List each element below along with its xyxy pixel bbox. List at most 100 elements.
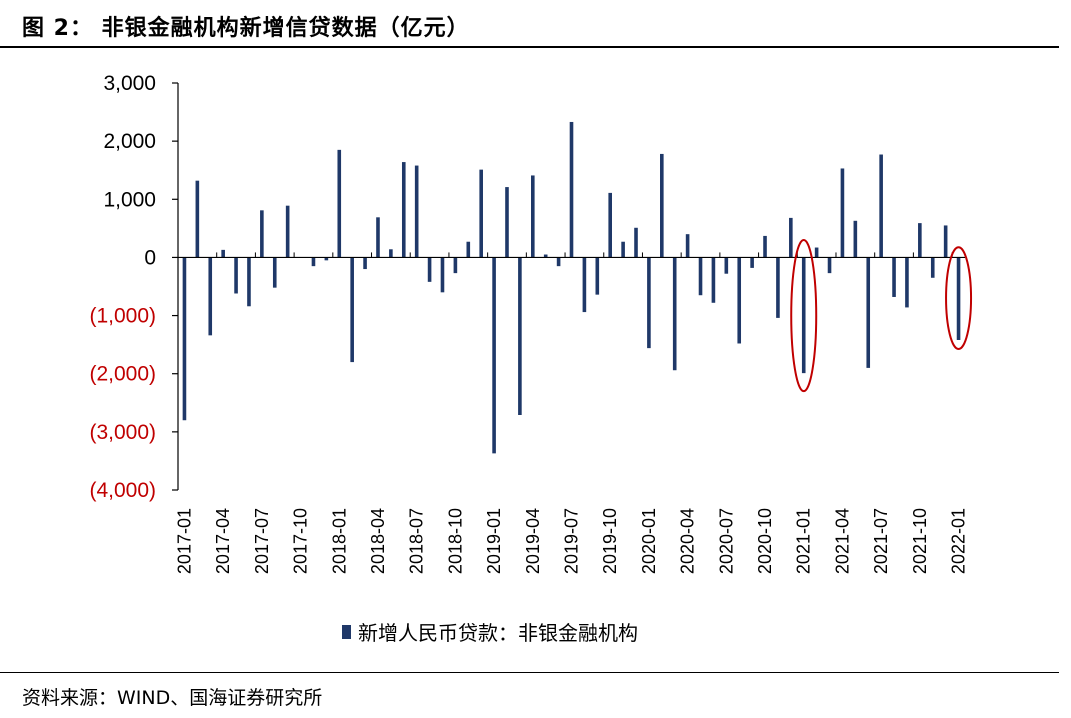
highlight-ellipse-2021-01 [790, 238, 818, 393]
bar-2021-03 [827, 257, 832, 274]
bar-2020-09 [750, 257, 754, 268]
bar-2019-06 [556, 257, 561, 267]
bar-2018-06 [401, 162, 406, 258]
bar-2018-10 [453, 257, 458, 274]
bar-2017-12 [324, 257, 329, 261]
x-tick-label: 2021-01 [794, 508, 814, 574]
bar-2019-02 [505, 187, 509, 258]
x-tick-label: 2017-10 [291, 508, 311, 574]
bar-2018-09 [440, 257, 445, 293]
bar-2021-01 [801, 257, 806, 374]
bar-2017-02 [195, 180, 200, 258]
legend-swatch [342, 625, 351, 639]
bar-2018-04 [376, 217, 380, 258]
bar-2020-05 [698, 257, 703, 296]
bar-2019-01 [492, 257, 496, 454]
highlight-ellipse-2022-01 [945, 246, 973, 351]
y-axis: 3,000 2,000 1,000 0 (1,000) (2,000) (3,000) (4,… [89, 72, 179, 502]
bar-2021-02 [814, 247, 819, 258]
bar-2018-05 [389, 249, 393, 258]
bar-2021-09 [905, 257, 909, 308]
x-tick-label: 2017-04 [213, 508, 233, 574]
bar-2018-08 [427, 257, 432, 282]
bar-2020-06 [711, 257, 716, 303]
bar-2021-05 [853, 220, 858, 258]
bar-2019-05 [543, 254, 548, 258]
source-note: 资料来源：WIND、国海证券研究所 [22, 687, 323, 709]
x-tick-label: 2018-07 [407, 508, 427, 574]
bar-2021-10 [918, 223, 922, 258]
bar-2020-04 [685, 234, 690, 258]
legend: 新增人民币贷款：非银金融机构 [342, 621, 638, 645]
bar-2020-12 [789, 217, 793, 258]
bar-2018-01 [337, 149, 342, 258]
bar-2021-07 [879, 154, 883, 258]
bar-2020-10 [763, 235, 767, 258]
bar-2021-04 [840, 168, 845, 258]
x-tick-label: 2019-10 [600, 508, 620, 574]
y-tick-label: (1,000) [89, 305, 156, 328]
x-tick-label: 2021-10 [910, 508, 930, 574]
bar-2021-11 [930, 257, 935, 278]
bar-2017-08 [272, 257, 277, 288]
bar-2020-01 [647, 257, 651, 349]
bar-2017-03 [208, 257, 213, 336]
bar-2022-01 [956, 257, 961, 340]
bar-2019-03 [518, 257, 522, 415]
bar-2020-02 [660, 153, 664, 258]
bar-2017-06 [247, 257, 251, 307]
bar-2019-08 [582, 257, 587, 313]
title-divider [0, 46, 1059, 48]
x-tick-label: 2019-01 [484, 508, 504, 574]
x-tick-label: 2021-07 [871, 508, 891, 574]
bar-2021-08 [892, 257, 896, 297]
bar-2018-07 [414, 165, 419, 258]
bar-2020-07 [724, 257, 729, 274]
bar-2020-08 [737, 257, 742, 344]
bar-2018-03 [363, 257, 367, 270]
y-tick-label: 2,000 [103, 130, 156, 153]
bar-series [182, 121, 961, 454]
y-tick-label: 0 [144, 246, 156, 269]
y-tick-label: (2,000) [89, 363, 156, 386]
bar-2019-11 [621, 241, 625, 258]
bar-2021-12 [943, 225, 948, 258]
x-axis-labels: 2017-01 2017-04 2017-07 2017-10 2018-01 2018-… [174, 508, 968, 574]
x-tick-label: 2020-04 [678, 508, 698, 574]
bar-2020-11 [776, 257, 780, 318]
x-tick-label: 2019-04 [523, 508, 543, 574]
x-tick-label: 2022-01 [949, 508, 969, 574]
bar-2019-07 [569, 121, 574, 258]
bar-2018-12 [479, 169, 483, 258]
bar-2018-11 [466, 241, 471, 258]
bar-2019-10 [608, 192, 612, 258]
x-tick-label: 2018-04 [368, 508, 388, 574]
y-tick-label: (3,000) [89, 421, 156, 444]
x-tick-label: 2017-01 [174, 508, 194, 574]
y-tick-label: 3,000 [103, 72, 156, 95]
bar-2017-07 [260, 210, 264, 258]
bar-2017-11 [311, 257, 316, 267]
x-tick-label: 2020-07 [716, 508, 736, 574]
x-tick-label: 2019-07 [562, 508, 582, 574]
bar-2017-05 [234, 257, 238, 294]
footer-divider [0, 672, 1059, 673]
page-title: 图 2： 非银金融机构新增信贷数据（亿元） [22, 16, 470, 41]
x-tick-label: 2018-10 [445, 508, 465, 574]
bar-2021-06 [866, 257, 871, 368]
x-tick-label: 2018-01 [329, 508, 349, 574]
bar-2019-09 [595, 257, 600, 295]
x-tick-label: 2020-01 [639, 508, 659, 574]
x-tick-label: 2017-07 [252, 508, 272, 574]
bar-chart: 3,000 2,000 1,000 0 (1,000) (2,000) (3,000) (4,… [89, 72, 973, 645]
y-tick-label: (4,000) [89, 479, 156, 502]
bar-2017-09 [285, 205, 290, 258]
highlight-annotations [790, 238, 973, 393]
bar-2019-12 [634, 227, 638, 258]
y-tick-label: 1,000 [103, 188, 156, 211]
bar-2017-04 [221, 249, 225, 258]
bar-2017-01 [182, 257, 187, 421]
bar-2018-02 [350, 257, 354, 363]
bar-2019-04 [531, 175, 535, 258]
x-tick-label: 2020-10 [755, 508, 775, 574]
